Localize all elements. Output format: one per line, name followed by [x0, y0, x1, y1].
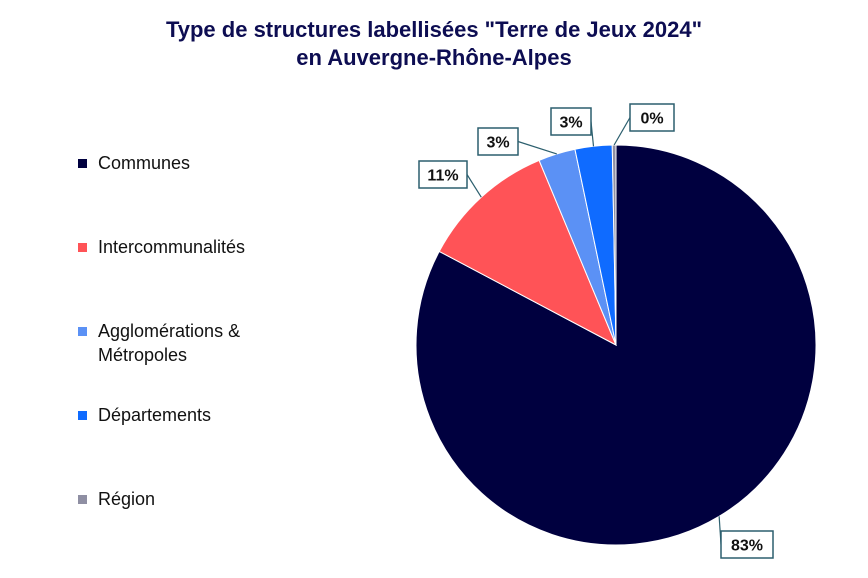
legend-label-intercommunalites: Intercommunalités [98, 237, 246, 257]
legend-swatch-communes [78, 159, 87, 168]
legend-item-intercommunalites: Intercommunalités [78, 235, 245, 259]
leader-line-region [613, 117, 631, 146]
legend-label-departements: Départements [98, 405, 212, 425]
data-label-box-agglomerations [477, 127, 519, 156]
legend-item-agglomerations: Agglomérations & Métropoles [78, 319, 240, 367]
data-label-box-communes [720, 530, 774, 559]
legend-swatch-departements [78, 411, 87, 420]
data-label-box-intercommunalites [418, 160, 468, 189]
legend-label-region: Région [98, 489, 156, 509]
legend-label-agglomerations: Agglomérations & Métropoles [98, 321, 241, 365]
data-label-region: 0% [640, 111, 663, 128]
data-label-box-departements [550, 107, 592, 136]
legend-swatch-region [78, 495, 87, 504]
data-label-intercommunalites: 11% [427, 168, 458, 185]
legend-item-departements: Départements [78, 403, 211, 427]
data-label-departements: 3% [559, 115, 582, 132]
chart-title-line-2: en Auvergne-Rhône-Alpes [296, 45, 572, 70]
legend-label-communes: Communes [98, 153, 191, 173]
data-label-communes: 83% [731, 538, 763, 555]
chart-title-line-1: Type de structures labellisées "Terre de… [165, 17, 703, 42]
legend-swatch-intercommunalites [78, 243, 87, 252]
leader-line-intercommunalites [466, 174, 482, 198]
data-label-box-region [629, 103, 675, 132]
leader-line-agglomerations [517, 140, 557, 155]
chart-title: Type de structures labellisées "Terre de… [0, 16, 868, 72]
data-label-agglomerations: 3% [486, 135, 509, 152]
legend-swatch-agglomerations [78, 327, 87, 336]
legend-item-communes: Communes [78, 151, 190, 175]
legend-item-region: Région [78, 487, 155, 511]
